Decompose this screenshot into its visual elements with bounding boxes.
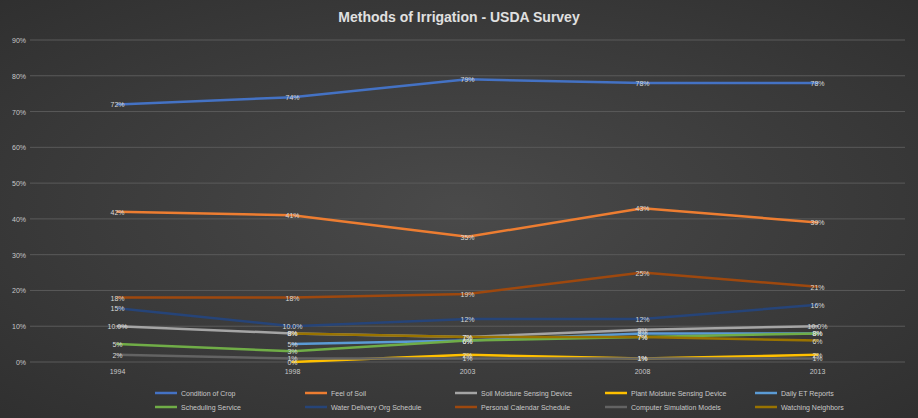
data-labels: 72%74%79%78%78%42%41%35%43%39%10.0%8%7%9… bbox=[108, 76, 828, 366]
legend-swatch bbox=[755, 392, 777, 395]
data-label: 79% bbox=[460, 76, 474, 83]
series-line bbox=[118, 208, 818, 237]
data-label: 10.0% bbox=[108, 323, 128, 330]
data-label: 12% bbox=[460, 316, 474, 323]
data-label: 1% bbox=[812, 355, 822, 362]
series-line bbox=[118, 305, 818, 326]
data-label: 10.0% bbox=[283, 323, 303, 330]
data-label: 42% bbox=[110, 209, 124, 216]
legend-label: Computer Simulation Models bbox=[631, 404, 721, 412]
data-label: 1% bbox=[637, 355, 647, 362]
data-label: 3% bbox=[287, 348, 297, 355]
legend-label: Personal Calendar Schedule bbox=[481, 404, 570, 411]
data-label: 1% bbox=[462, 355, 472, 362]
data-label: 1% bbox=[287, 355, 297, 362]
legend-swatch bbox=[605, 406, 627, 409]
data-label: 8% bbox=[812, 330, 822, 337]
data-label: 2% bbox=[112, 352, 122, 359]
data-label: 15% bbox=[110, 305, 124, 312]
data-label: 74% bbox=[285, 94, 299, 101]
legend-swatch bbox=[455, 392, 477, 395]
x-tick-label: 2013 bbox=[810, 368, 826, 375]
data-label: 41% bbox=[285, 212, 299, 219]
chart: Methods of Irrigation - USDA Survey 0% 10%… bbox=[0, 0, 918, 418]
data-label: 18% bbox=[110, 295, 124, 302]
x-tick-label: 1994 bbox=[110, 368, 126, 375]
grid-line bbox=[30, 254, 905, 255]
y-tick-label: 80% bbox=[12, 73, 26, 80]
data-label: 8% bbox=[287, 330, 297, 337]
data-label: 1% bbox=[637, 355, 647, 362]
legend-label: Soil Moisture Sensing Device bbox=[481, 390, 572, 398]
legend-swatch bbox=[605, 392, 627, 395]
data-label: 25% bbox=[635, 270, 649, 277]
legend-swatch bbox=[155, 406, 177, 409]
y-tick-label: 40% bbox=[12, 216, 26, 223]
y-tick-label: 20% bbox=[12, 287, 26, 294]
y-tick-label: 60% bbox=[12, 144, 26, 151]
legend-swatch bbox=[755, 406, 777, 409]
y-tick-label: 30% bbox=[12, 252, 26, 259]
legend-label: Watching Neighbors bbox=[781, 404, 844, 412]
data-label: 7% bbox=[462, 334, 472, 341]
y-tick-label: 90% bbox=[12, 37, 26, 44]
data-label: 8% bbox=[287, 330, 297, 337]
grid-line bbox=[30, 111, 905, 112]
x-tick-label: 1998 bbox=[285, 368, 301, 375]
grid-line bbox=[30, 40, 905, 41]
legend-swatch bbox=[305, 392, 327, 395]
data-label: 39% bbox=[810, 219, 824, 226]
data-label: 5% bbox=[112, 341, 122, 348]
legend-label: Feel of Soil bbox=[331, 390, 366, 397]
legend-label: Daily ET Reports bbox=[781, 390, 834, 398]
legend-swatch bbox=[155, 392, 177, 395]
data-label: 72% bbox=[110, 101, 124, 108]
data-label: 10.0% bbox=[808, 323, 828, 330]
series-line bbox=[293, 333, 818, 340]
y-tick-label: 10% bbox=[12, 323, 26, 330]
data-label: 5% bbox=[287, 341, 297, 348]
data-label: 21% bbox=[810, 284, 824, 291]
plot-area bbox=[118, 79, 818, 362]
data-label: 12% bbox=[635, 316, 649, 323]
data-label: 8% bbox=[812, 330, 822, 337]
y-tick-label: 0% bbox=[16, 359, 26, 366]
legend-swatch bbox=[455, 406, 477, 409]
data-label: 78% bbox=[635, 80, 649, 87]
data-label: 7% bbox=[462, 334, 472, 341]
title: Methods of Irrigation - USDA Survey bbox=[338, 9, 580, 25]
data-label: 18% bbox=[285, 295, 299, 302]
series-line bbox=[118, 273, 818, 298]
grid-line bbox=[30, 147, 905, 148]
legend-label: Condition of Crop bbox=[181, 390, 236, 398]
data-label: 7% bbox=[637, 334, 647, 341]
grid-line bbox=[30, 183, 905, 184]
data-label: 16% bbox=[810, 302, 824, 309]
data-label: 35% bbox=[460, 234, 474, 241]
x-tick-label: 2008 bbox=[635, 368, 651, 375]
legend-label: Plant Moisture Sensing Device bbox=[631, 390, 726, 398]
data-label: 78% bbox=[810, 80, 824, 87]
legend-label: Water Delivery Org Schedule bbox=[331, 404, 421, 412]
legend-label: Scheduling Service bbox=[181, 404, 241, 412]
series-line bbox=[118, 333, 818, 351]
legend-swatch bbox=[305, 406, 327, 409]
y-tick-label: 50% bbox=[12, 180, 26, 187]
x-tick-label: 2003 bbox=[460, 368, 476, 375]
background bbox=[0, 0, 918, 418]
data-label: 19% bbox=[460, 291, 474, 298]
y-tick-label: 70% bbox=[12, 109, 26, 116]
data-label: 7% bbox=[637, 334, 647, 341]
data-label: 43% bbox=[635, 205, 649, 212]
data-label: 6% bbox=[812, 338, 822, 345]
